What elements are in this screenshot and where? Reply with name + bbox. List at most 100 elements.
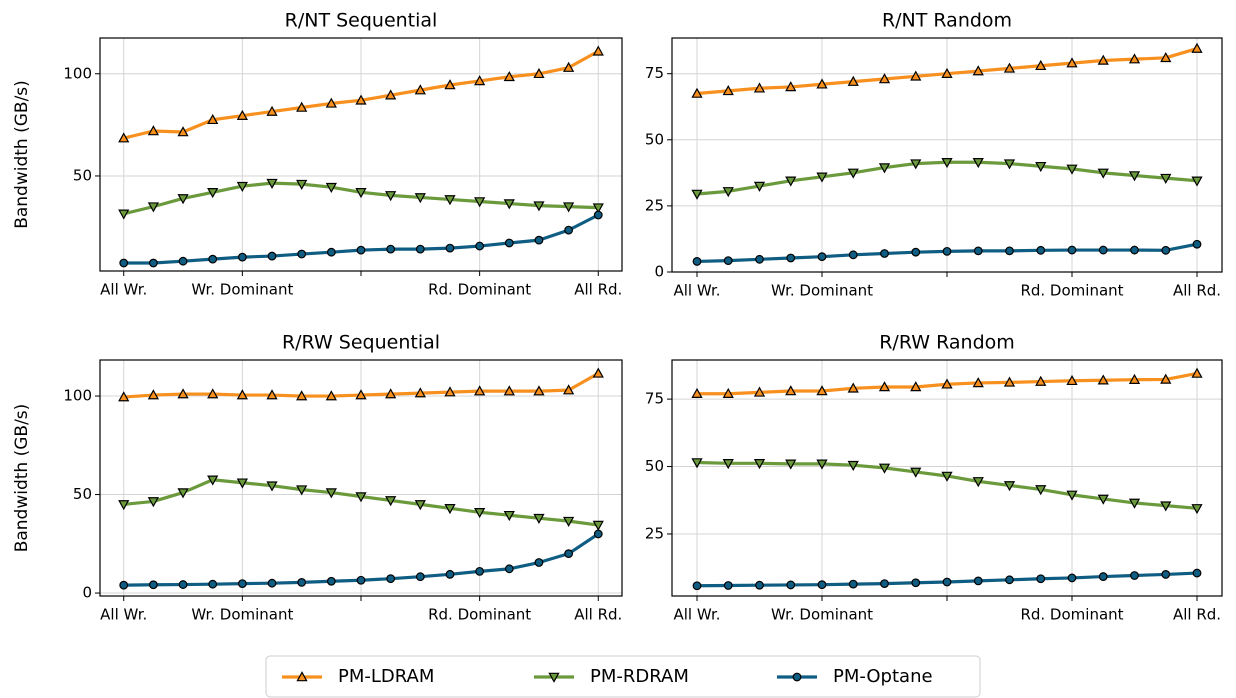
y-axis-label: Bandwidth (GB/s) [12,404,32,553]
marker [880,579,889,588]
marker [785,176,797,187]
marker [444,79,456,90]
marker [386,574,396,584]
x-tick-label: All Wr. [100,281,147,299]
marker [593,210,603,220]
marker [267,251,277,261]
marker [755,254,764,264]
marker [593,529,603,539]
marker [910,467,922,478]
y-tick-label: 50 [645,130,664,148]
marker [237,579,247,588]
marker [878,381,891,392]
marker [474,507,486,519]
y-tick-label: 50 [645,457,664,475]
marker [1192,568,1202,578]
subplot-title: R/RW Sequential [282,332,440,354]
marker [385,496,397,507]
marker [910,70,922,81]
marker [266,481,278,492]
marker [691,189,703,200]
marker [1161,570,1171,579]
marker [118,500,130,511]
marker [722,459,734,470]
marker [1098,572,1108,581]
marker [878,163,891,174]
marker [847,382,859,393]
marker [1066,164,1078,175]
marker [534,558,544,567]
marker [755,580,764,590]
axes-frame [99,37,623,272]
marker [878,73,891,84]
marker [1128,498,1141,509]
marker [1130,245,1139,255]
marker [910,381,922,392]
marker [266,389,278,400]
marker [880,249,889,258]
marker [723,581,733,590]
marker [941,378,953,389]
marker [266,105,278,116]
marker [1191,367,1203,378]
x-tick-label: Wr. Dominant [771,282,873,300]
marker [1097,168,1109,179]
legend-label: PM-RDRAM [590,666,689,687]
marker [817,580,827,590]
marker [147,497,160,508]
marker [177,388,189,399]
marker [562,384,575,395]
marker [1160,501,1172,512]
marker [207,388,219,399]
marker [533,67,545,79]
marker [911,578,921,588]
marker [1036,574,1046,584]
marker [326,576,336,586]
marker [1005,246,1014,256]
marker [1098,245,1108,255]
marker [414,84,426,95]
x-tick-label: All Wr. [673,282,720,300]
marker [911,247,921,257]
marker [236,109,248,120]
marker [878,463,891,474]
subplot: 0 25 50 75 All Wr. Wr. Dominant Rd. Dominant Al… [645,10,1223,300]
x-tick-label: Rd. Dominant [1020,282,1123,300]
marker [266,178,278,189]
marker [177,126,189,137]
marker [1003,62,1016,73]
marker [722,187,734,198]
y-tick-label: 100 [63,387,92,405]
marker [753,181,766,192]
marker [445,243,455,253]
marker [1191,504,1203,515]
marker [785,81,797,92]
marker [1035,375,1047,386]
marker [972,65,984,76]
legend-marker [296,671,308,682]
marker [118,391,130,402]
marker [942,246,952,256]
marker [147,125,160,136]
marker [848,250,858,260]
y-tick-label: 50 [73,166,92,184]
marker [118,132,130,143]
legend-marker [548,672,560,683]
marker [326,247,336,257]
legend-label: PM-Optane [833,666,933,687]
marker [148,580,158,590]
marker [297,249,307,259]
x-tick-label: Rd. Dominant [1020,606,1123,624]
marker [533,513,545,525]
axes-frame [671,37,1223,273]
marker [1128,171,1141,182]
marker [296,485,308,496]
x-tick-label: Wr. Dominant [191,606,293,624]
marker [178,580,188,589]
marker [414,387,426,398]
marker [1003,159,1016,170]
marker [1130,571,1139,580]
marker [1066,490,1078,501]
marker [562,202,575,213]
